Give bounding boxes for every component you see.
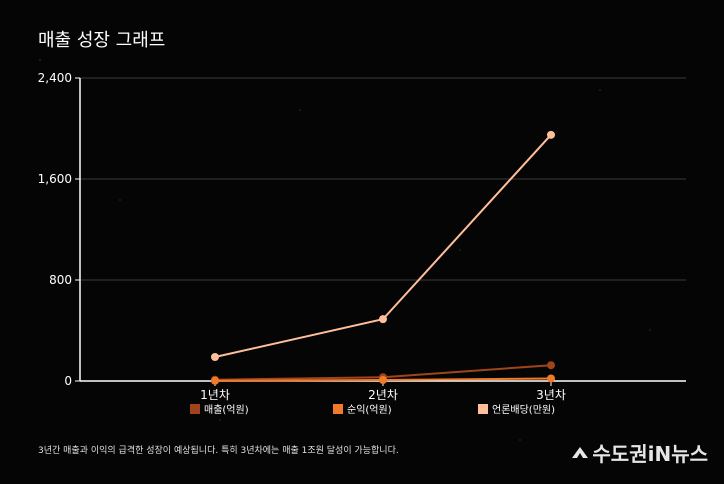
chart-legend: 매출(억원) 순익(억원) 언론배당(만원) — [0, 401, 724, 417]
logo-text: 수도권iN뉴스 — [592, 442, 708, 466]
series-lines — [211, 130, 555, 385]
legend-label: 매출(억원) — [204, 405, 249, 416]
x-tick-label: 3년차 — [536, 388, 566, 402]
y-tick-label: 1,600 — [38, 172, 72, 186]
grid-lines — [80, 77, 686, 281]
tick-labels: 0 800 1,600 2,400 1년차 2년차 3년차 — [38, 71, 566, 402]
x-tick-label: 1년차 — [200, 388, 230, 402]
series-line — [214, 134, 552, 358]
x-tick-label: 2년차 — [368, 388, 398, 402]
legend-swatch — [333, 403, 343, 414]
data-point — [379, 315, 387, 324]
data-point — [379, 375, 387, 384]
y-tick-label: 0 — [64, 374, 72, 388]
chart-footnote: 3년간 매출과 이익의 급격한 성장이 예상됩니다. 특히 3년차에는 매출 1… — [38, 446, 399, 456]
data-point — [547, 361, 555, 370]
data-point — [211, 376, 219, 385]
data-point — [547, 130, 555, 139]
legend-item: 순익(억원) — [333, 401, 392, 416]
legend-label: 언론배당(만원) — [492, 405, 556, 416]
chart-title: 매출 성장 그래프 — [38, 30, 166, 51]
y-tick-label: 800 — [49, 273, 72, 287]
axes — [75, 77, 686, 386]
legend-swatch — [190, 403, 200, 414]
legend-swatch — [478, 403, 488, 414]
legend-item: 매출(억원) — [190, 401, 249, 416]
data-point — [211, 353, 219, 362]
data-point — [547, 374, 555, 383]
legend-item: 언론배당(만원) — [478, 401, 555, 416]
publisher-logo: 수도권iN뉴스 — [571, 438, 708, 467]
logo-arrow-icon — [572, 446, 589, 458]
y-tick-label: 2,400 — [38, 71, 72, 85]
legend-label: 순익(억원) — [347, 405, 392, 416]
